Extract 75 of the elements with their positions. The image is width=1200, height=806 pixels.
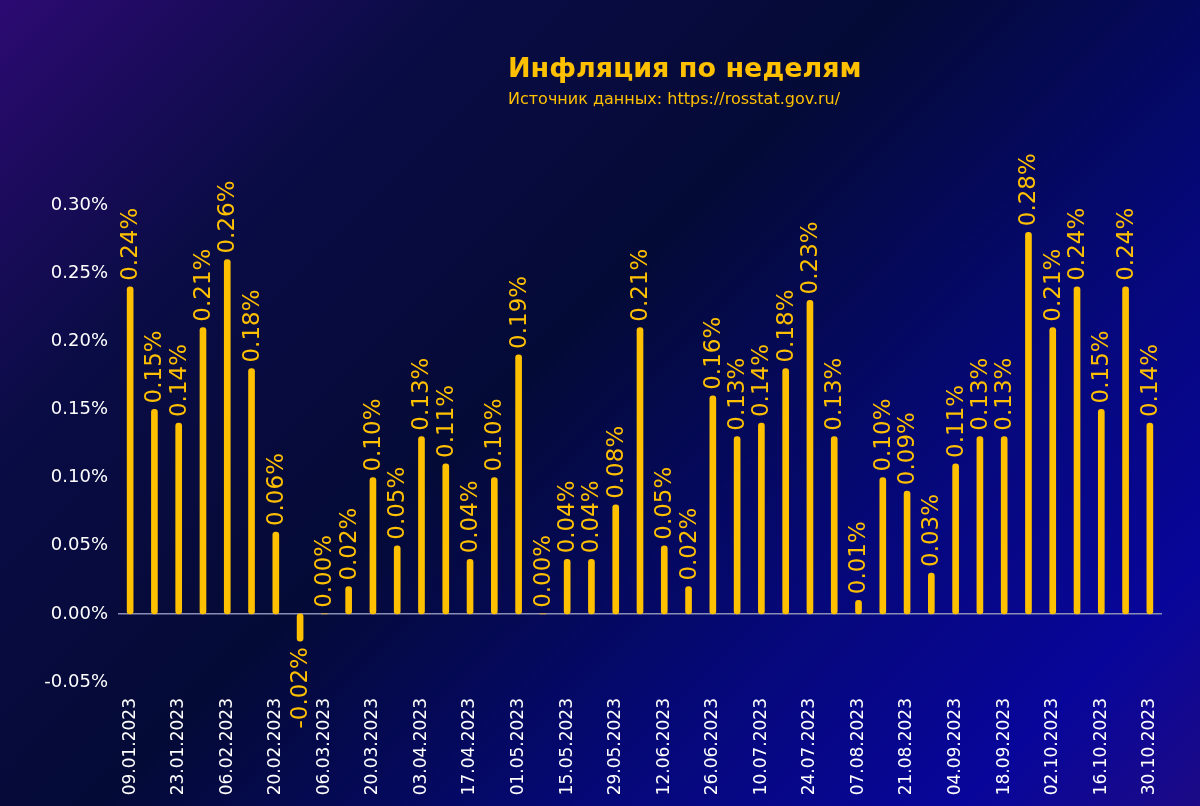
data-label: 0.23% (795, 221, 822, 295)
x-tick-label: 20.02.2023 (264, 698, 285, 796)
x-tick-label: 01.05.2023 (507, 698, 528, 796)
data-label: 0.03% (917, 493, 944, 567)
y-tick-label: 0.25% (50, 260, 108, 282)
data-label: 0.13% (820, 357, 847, 431)
data-label: 0.21% (625, 248, 652, 322)
x-tick-label: 29.05.2023 (604, 698, 625, 796)
data-label: 0.14% (164, 343, 191, 418)
data-label: 0.02% (674, 507, 701, 581)
data-label: 0.11% (431, 384, 458, 458)
x-tick-label: 30.10.2023 (1138, 698, 1159, 796)
data-label: 0.15% (140, 330, 167, 404)
y-tick-label: 0.20% (50, 328, 108, 350)
y-tick-label: -0.05% (44, 669, 108, 691)
chart-title: Инфляция по неделям (508, 52, 862, 84)
data-label: 0.05% (650, 466, 677, 540)
data-label: 0.04% (456, 480, 483, 554)
x-tick-label: 06.03.2023 (312, 698, 333, 796)
y-tick-label: 0.00% (50, 601, 108, 623)
x-tick-label: 17.04.2023 (458, 698, 479, 796)
x-tick-label: 18.09.2023 (992, 698, 1013, 796)
x-tick-label: 10.07.2023 (749, 698, 770, 796)
data-label: 0.24% (1111, 207, 1138, 281)
data-label: 0.10% (868, 398, 895, 472)
x-tick-label: 03.04.2023 (409, 698, 430, 796)
data-label: 0.04% (577, 480, 604, 554)
data-label: 0.18% (771, 289, 798, 363)
text: Источник данных: https://rosstat.gov.ru/ (508, 88, 841, 110)
data-label: 0.26% (213, 180, 240, 254)
x-tick-label: 06.02.2023 (215, 698, 236, 796)
data-label: 0.19% (504, 275, 531, 349)
x-tick-label: 24.07.2023 (798, 698, 819, 796)
data-label: 0.14% (1135, 343, 1162, 418)
data-label: 0.01% (844, 521, 871, 595)
data-label: 0.10% (358, 398, 385, 472)
data-label: 0.06% (261, 453, 288, 527)
x-tick-label: 07.08.2023 (846, 698, 867, 796)
x-tick-label: 02.10.2023 (1041, 698, 1062, 796)
data-label: 0.13% (990, 357, 1017, 431)
x-tick-label: 15.05.2023 (555, 698, 576, 796)
y-tick-label: 0.10% (50, 465, 108, 487)
data-label: 0.00% (528, 534, 555, 608)
data-label: 0.02% (334, 507, 361, 581)
data-label: 0.13% (407, 357, 434, 431)
data-label: 0.21% (1038, 248, 1065, 322)
data-label: 0.11% (941, 384, 968, 458)
data-label: 0.28% (1014, 153, 1041, 227)
x-tick-label: 16.10.2023 (1089, 698, 1110, 796)
data-label: 0.13% (965, 357, 992, 431)
data-label: 0.10% (480, 398, 507, 472)
data-label: 0.16% (698, 316, 725, 390)
y-tick-label: 0.30% (50, 192, 108, 214)
x-tick-label: 09.01.2023 (118, 698, 139, 796)
data-label: 0.21% (188, 248, 215, 322)
x-tick-label: 21.08.2023 (895, 698, 916, 796)
x-tick-label: 26.06.2023 (701, 698, 722, 796)
data-label: 0.00% (310, 534, 337, 608)
data-label: -0.02% (286, 647, 313, 729)
data-label: 0.24% (1062, 207, 1089, 281)
data-label: 0.24% (116, 207, 143, 281)
x-tick-label: 12.06.2023 (652, 698, 673, 796)
x-tick-label: 23.01.2023 (167, 698, 188, 796)
data-label: 0.13% (723, 357, 750, 431)
data-label: 0.08% (601, 425, 628, 499)
x-tick-label: 04.09.2023 (944, 698, 965, 796)
x-tick-label: 20.03.2023 (361, 698, 382, 796)
data-label: 0.04% (553, 480, 580, 554)
data-label: 0.05% (383, 466, 410, 540)
y-tick-label: 0.05% (50, 533, 108, 555)
data-label: 0.09% (893, 412, 920, 486)
y-tick-label: 0.15% (50, 397, 108, 419)
data-label: 0.15% (1087, 330, 1114, 404)
data-label: 0.14% (747, 343, 774, 418)
data-label: 0.18% (237, 289, 264, 363)
